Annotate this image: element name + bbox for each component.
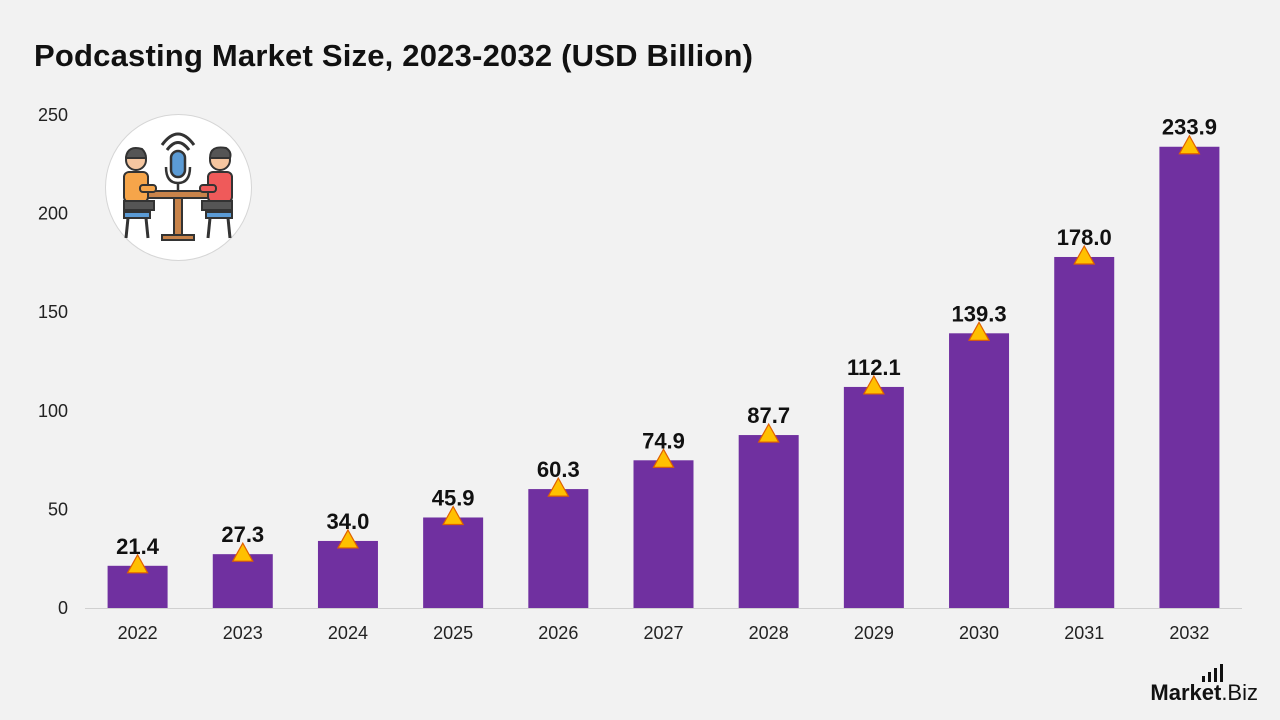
x-tick-label: 2027 — [643, 623, 683, 643]
brand-suffix: .Biz — [1221, 680, 1258, 705]
marker-triangle — [336, 528, 359, 549]
marker-triangle — [757, 422, 780, 443]
brand-name: Market — [1150, 680, 1222, 705]
bars-group — [107, 146, 1220, 608]
x-tick-label: 2028 — [749, 623, 789, 643]
x-tick-label: 2031 — [1064, 623, 1104, 643]
bar — [423, 517, 484, 608]
data-label: 87.7 — [747, 403, 790, 428]
marker-triangle — [126, 553, 149, 574]
marker-triangle — [442, 505, 465, 526]
marker-triangle — [652, 448, 675, 468]
y-tick-label: 100 — [38, 401, 68, 421]
bar — [843, 386, 904, 608]
x-tick-label: 2023 — [223, 623, 263, 643]
x-tick-label: 2025 — [433, 623, 473, 643]
data-label: 139.3 — [952, 301, 1007, 326]
logo-bars-icon — [1202, 664, 1223, 682]
data-label: 233.9 — [1162, 115, 1217, 140]
y-tick-label: 150 — [38, 302, 68, 322]
marker-triangle — [968, 321, 991, 341]
podcast-illustration — [123, 132, 233, 241]
bar — [949, 333, 1010, 608]
marker-triangle — [1178, 134, 1201, 155]
podcast-interview-icon — [105, 114, 252, 261]
y-tick-label: 50 — [48, 499, 68, 519]
y-tick-label: 250 — [38, 105, 68, 125]
bar — [1159, 146, 1220, 608]
x-tick-label: 2030 — [959, 623, 999, 643]
marker-triangle — [1073, 244, 1096, 265]
data-label: 21.4 — [116, 534, 160, 559]
x-tick-label: 2026 — [538, 623, 578, 643]
x-tick-label: 2024 — [328, 623, 368, 643]
data-label: 60.3 — [537, 457, 580, 482]
brand-logo: Market .Biz — [1150, 664, 1258, 706]
data-labels-group: 21.4 27.3 34.0 45.9 60.3 74.9 87.7 112.1 139.3 17… — [116, 115, 1217, 559]
marker-triangle — [231, 541, 254, 562]
marker-triangle — [547, 476, 570, 497]
marker-triangle — [862, 374, 885, 395]
x-tick-label: 2022 — [118, 623, 158, 643]
data-label: 27.3 — [221, 522, 264, 547]
bar — [1054, 256, 1115, 608]
data-label: 112.1 — [847, 355, 901, 380]
x-axis: 2022 2023 2024 2025 2026 2027 2028 2029 2030 2031… — [118, 623, 1210, 643]
y-axis: 0 50 100 150 200 250 — [38, 105, 68, 618]
data-label: 45.9 — [432, 485, 475, 510]
bar — [212, 554, 273, 608]
bar — [633, 460, 694, 608]
data-label: 34.0 — [327, 509, 370, 534]
chart-title: Podcasting Market Size, 2023-2032 (USD B… — [34, 38, 754, 73]
data-label: 74.9 — [642, 428, 685, 453]
x-tick-label: 2032 — [1169, 623, 1209, 643]
bar — [738, 435, 799, 608]
bar — [528, 489, 589, 608]
x-tick-label: 2029 — [854, 623, 894, 643]
y-tick-label: 0 — [58, 598, 68, 618]
data-label: 178.0 — [1057, 225, 1112, 250]
markers-group — [126, 134, 1201, 574]
bar — [317, 540, 378, 608]
y-tick-label: 200 — [38, 204, 68, 224]
